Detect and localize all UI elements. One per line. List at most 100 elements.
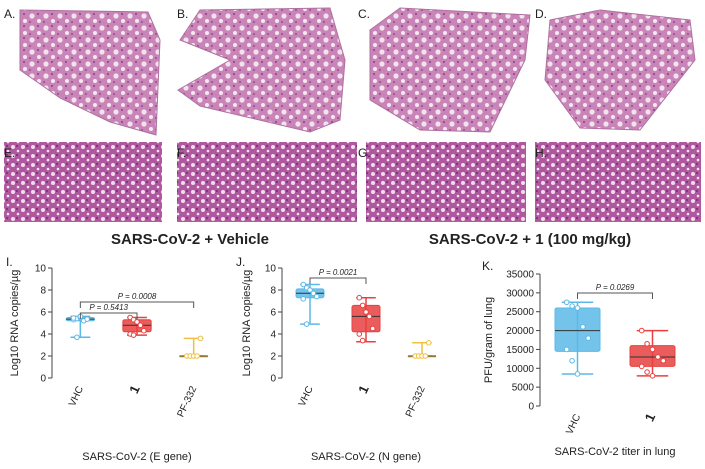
data-point bbox=[137, 322, 144, 329]
y-tick-label: 0 bbox=[528, 402, 534, 413]
significance-bracket bbox=[309, 277, 367, 284]
lung-section bbox=[369, 7, 531, 133]
x-tick-label: VHC bbox=[564, 413, 583, 437]
significance-bracket bbox=[79, 301, 195, 308]
y-tick-label: 4 bbox=[40, 330, 46, 341]
y-tick-label: 25000 bbox=[506, 307, 534, 318]
lung-section bbox=[177, 7, 346, 133]
data-point bbox=[649, 346, 656, 353]
data-point bbox=[197, 335, 204, 342]
panel-label: J. bbox=[236, 255, 245, 269]
panel-label: D. bbox=[535, 7, 547, 21]
y-tick-label: 2 bbox=[40, 352, 46, 363]
y-axis-label: Log10 RNA copies/µg bbox=[241, 270, 253, 377]
data-point bbox=[307, 287, 313, 293]
x-tick-label: VHC bbox=[297, 385, 316, 409]
data-point bbox=[425, 340, 432, 346]
panel-label: G. bbox=[358, 146, 371, 160]
data-point bbox=[356, 331, 363, 337]
data-point bbox=[313, 293, 320, 300]
data-point bbox=[303, 321, 310, 327]
box bbox=[351, 304, 381, 333]
caption: SARS-CoV-2 + 1 (100 mg/kg) bbox=[429, 231, 631, 248]
data-point bbox=[660, 357, 667, 364]
data-point bbox=[580, 324, 586, 330]
histology-image bbox=[366, 142, 526, 222]
panel-label: E. bbox=[4, 146, 15, 160]
y-tick-label: 8 bbox=[270, 286, 276, 297]
data-point bbox=[130, 332, 137, 338]
panel-label: B. bbox=[177, 7, 188, 21]
data-point bbox=[359, 302, 366, 309]
data-point bbox=[563, 346, 570, 353]
x-axis-label: SARS-CoV-2 titer in lung bbox=[554, 446, 675, 458]
p-value: P = 0.0008 bbox=[118, 292, 157, 301]
y-tick-label: 0 bbox=[40, 374, 46, 385]
panel-label: F. bbox=[177, 146, 186, 160]
y-tick-label: 30000 bbox=[506, 288, 534, 299]
y-tick-label: 6 bbox=[270, 308, 276, 319]
x-axis-label: SARS-CoV-2 (N gene) bbox=[311, 451, 421, 463]
data-point bbox=[638, 363, 645, 370]
panel-label: H. bbox=[535, 146, 547, 160]
box bbox=[554, 307, 601, 352]
data-point bbox=[569, 357, 575, 364]
data-point bbox=[422, 353, 429, 359]
panel-label: I. bbox=[6, 255, 13, 269]
data-point bbox=[363, 309, 369, 315]
data-point bbox=[574, 371, 581, 377]
data-point bbox=[655, 354, 661, 360]
panel-label: A. bbox=[4, 7, 15, 21]
y-tick-label: 15000 bbox=[506, 345, 534, 356]
p-value: P = 0.0269 bbox=[596, 283, 635, 292]
data-point bbox=[644, 369, 650, 375]
x-tick-label: 1 bbox=[642, 411, 659, 424]
data-point bbox=[369, 325, 376, 332]
data-point bbox=[300, 296, 307, 302]
y-tick-label: 6 bbox=[40, 308, 46, 319]
y-tick-label: 10 bbox=[265, 264, 277, 275]
data-point bbox=[134, 319, 140, 325]
significance-bracket bbox=[577, 292, 653, 299]
panel-label: K. bbox=[482, 259, 493, 273]
p-value: P = 0.5413 bbox=[89, 303, 128, 312]
y-axis-label: PFU/gram of lung bbox=[483, 297, 495, 383]
lung-section bbox=[19, 9, 161, 136]
data-point bbox=[563, 299, 570, 306]
data-point bbox=[574, 305, 581, 311]
data-point bbox=[194, 353, 200, 359]
p-value: P = 0.0021 bbox=[319, 268, 358, 277]
data-point bbox=[359, 337, 366, 344]
data-point bbox=[356, 294, 363, 301]
y-tick-label: 8 bbox=[40, 286, 46, 297]
data-point bbox=[141, 327, 147, 334]
caption: SARS-CoV-2 + Vehicle bbox=[111, 231, 269, 248]
y-tick-label: 5000 bbox=[512, 383, 535, 394]
x-tick-label: VHC bbox=[67, 385, 86, 409]
y-tick-label: 2 bbox=[270, 352, 276, 363]
x-tick-label: PF-332 bbox=[404, 384, 428, 419]
y-tick-label: 20000 bbox=[506, 326, 534, 337]
data-point bbox=[70, 315, 77, 321]
y-tick-label: 0 bbox=[270, 374, 276, 385]
data-point bbox=[585, 335, 592, 341]
y-tick-label: 35000 bbox=[506, 270, 534, 281]
lung-section bbox=[544, 9, 696, 131]
histology-image bbox=[177, 142, 357, 222]
y-tick-label: 10000 bbox=[506, 364, 534, 375]
data-point bbox=[74, 334, 80, 341]
data-point bbox=[644, 340, 650, 347]
data-point bbox=[310, 290, 317, 297]
data-point bbox=[366, 313, 373, 320]
x-tick-label: 1 bbox=[355, 383, 372, 396]
x-axis-label: SARS-CoV-2 (E gene) bbox=[82, 451, 191, 463]
significance-bracket bbox=[79, 312, 138, 319]
y-axis-label: Log10 RNA copies/µg bbox=[9, 270, 21, 377]
x-tick-label: 1 bbox=[126, 383, 143, 396]
y-tick-label: 10 bbox=[35, 264, 47, 275]
data-point bbox=[569, 303, 575, 309]
panel-label: C. bbox=[358, 7, 370, 21]
histology-image bbox=[4, 142, 162, 222]
data-point bbox=[300, 281, 307, 288]
